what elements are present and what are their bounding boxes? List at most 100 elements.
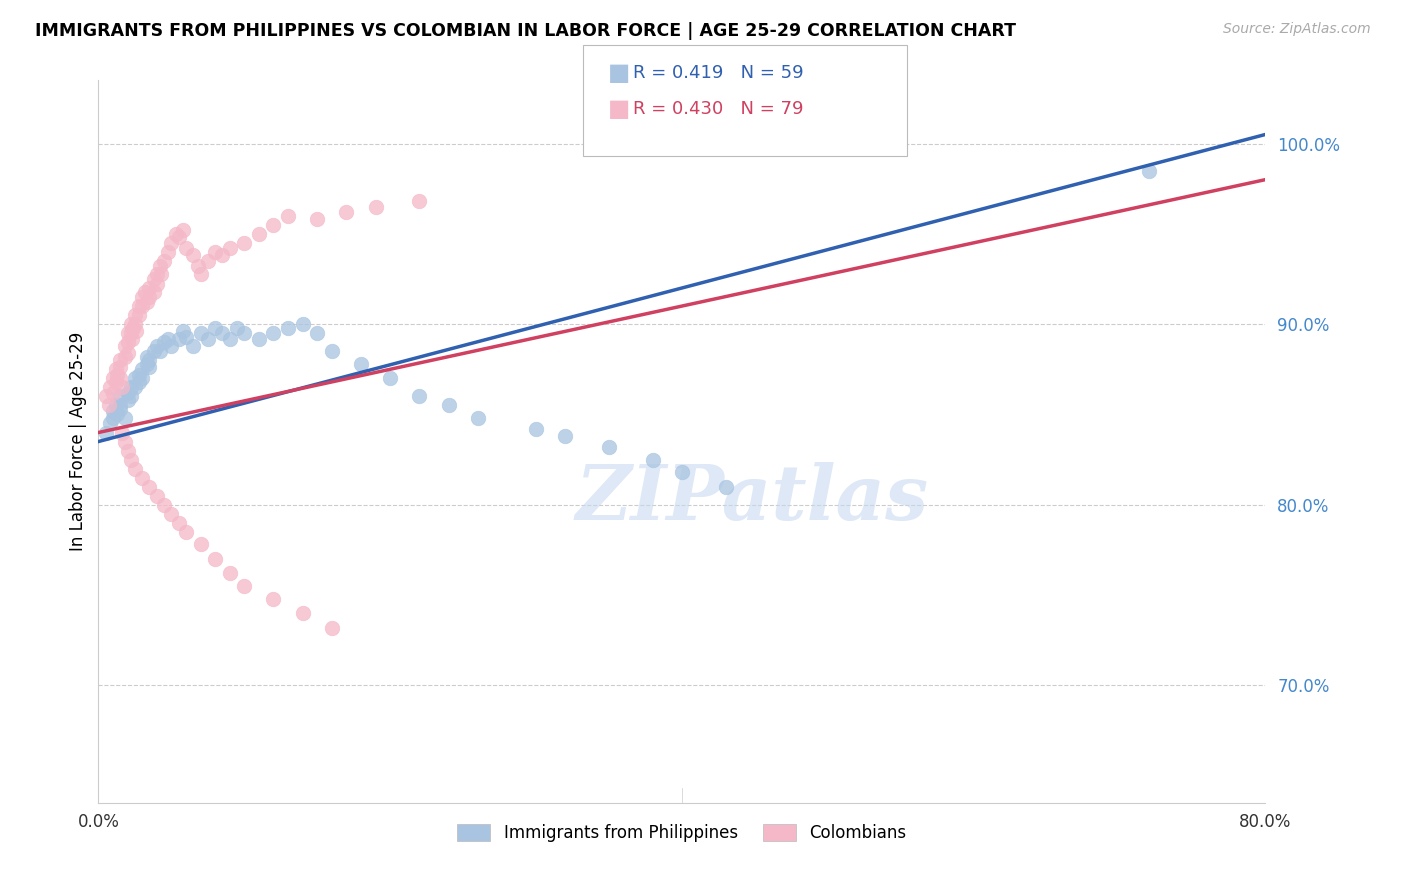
Point [146,489,169,503]
Point [101,411,124,425]
Point [146,339,169,353]
Point [120,452,142,467]
Point [165,227,187,241]
Point [98,417,121,431]
Point [157,244,180,259]
Point [134,285,156,299]
Point [128,308,150,322]
Point [262,591,284,606]
Point [218,566,240,581]
Point [321,344,343,359]
Point [554,429,576,443]
Point [335,205,357,219]
Point [233,235,256,250]
Point [94,425,117,440]
Point [172,324,194,338]
Point [111,425,134,440]
Point [117,385,139,400]
Point [277,320,299,334]
Point [110,398,132,412]
Point [149,344,172,359]
Point [149,260,172,274]
Text: ■: ■ [607,97,630,120]
Point [110,353,132,368]
Point [114,434,136,449]
Point [408,389,430,403]
Point [211,326,233,340]
Point [197,253,219,268]
Point [124,461,146,475]
Point [121,332,143,346]
Point [110,371,132,385]
Point [174,524,197,539]
Point [641,452,664,467]
Point [174,241,197,255]
Point [111,380,134,394]
Point [1137,163,1160,178]
Point [120,389,142,403]
Point [226,320,249,334]
Point [138,281,160,295]
Point [190,537,212,551]
Legend: Immigrants from Philippines, Colombians: Immigrants from Philippines, Colombians [450,817,914,848]
Point [167,332,190,346]
Point [114,350,136,364]
Point [262,326,284,340]
Point [146,277,169,292]
Point [172,223,194,237]
Point [247,227,270,241]
Point [187,260,209,274]
Point [131,371,153,385]
Point [262,218,284,232]
Text: R = 0.419   N = 59: R = 0.419 N = 59 [633,64,803,82]
Point [150,267,173,281]
Point [277,209,299,223]
Text: ZIPatlas: ZIPatlas [575,462,928,536]
Point [110,402,132,417]
Text: Source: ZipAtlas.com: Source: ZipAtlas.com [1223,22,1371,37]
Point [142,285,165,299]
Point [122,320,145,334]
Point [105,408,128,422]
Point [135,350,157,364]
Point [598,440,620,454]
Point [714,480,737,494]
Point [117,326,139,340]
Point [138,360,160,375]
Point [204,552,226,566]
Point [408,194,430,209]
Point [160,339,183,353]
Point [307,326,329,340]
Point [146,267,169,281]
Point [101,371,124,385]
Point [153,335,176,350]
Point [181,248,204,262]
Point [104,362,127,376]
Point [117,346,139,360]
Point [120,317,142,331]
Point [128,299,150,313]
Point [153,253,176,268]
Point [131,290,153,304]
Point [233,579,256,593]
Point [218,241,240,255]
Point [117,443,139,458]
Point [321,621,343,635]
Text: R = 0.430   N = 79: R = 0.430 N = 79 [633,100,803,118]
Point [135,357,157,371]
Point [138,480,160,494]
Point [174,330,197,344]
Point [101,385,124,400]
Point [110,389,132,403]
Point [167,516,190,530]
Point [131,362,153,376]
Point [120,380,142,394]
Point [131,470,153,484]
Point [437,398,460,412]
Point [125,324,148,338]
Point [671,465,693,479]
Point [104,398,127,412]
Point [101,404,124,418]
Point [247,332,270,346]
Point [291,317,314,331]
